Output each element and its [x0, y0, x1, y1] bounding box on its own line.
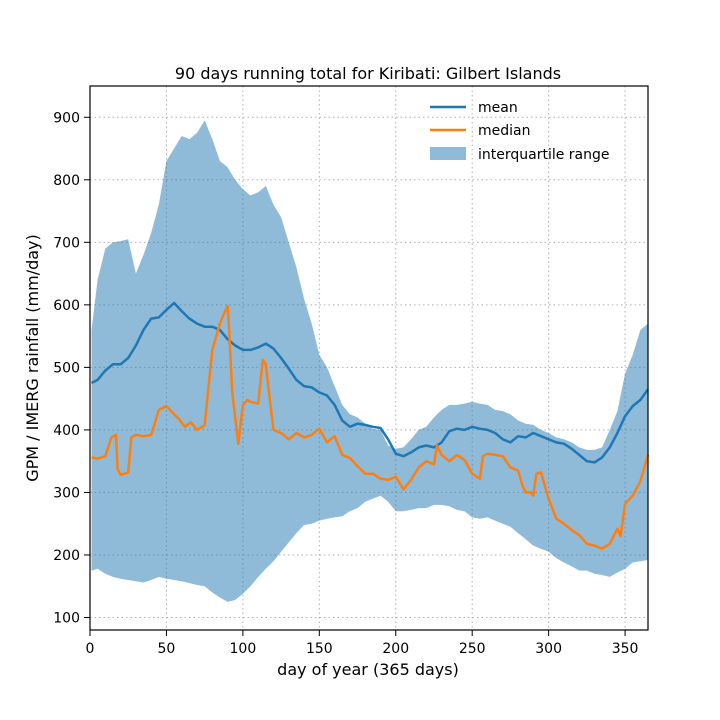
x-tick-label: 150	[306, 641, 333, 657]
y-tick-label: 200	[53, 548, 80, 564]
x-tick-label: 0	[86, 641, 95, 657]
x-axis-title: day of year (365 days)	[277, 660, 459, 679]
legend: mean median interquartile range	[430, 100, 610, 163]
mean-line	[90, 301, 650, 464]
y-tick-label: 100	[53, 610, 80, 626]
legend-iqr-swatch	[430, 147, 466, 160]
x-tick-label: 200	[382, 641, 409, 657]
plot-frame	[89, 85, 649, 631]
y-tick-label: 300	[53, 485, 80, 501]
median-line	[91, 304, 650, 550]
x-tick-label: 50	[158, 641, 176, 657]
y-tick-label: 500	[53, 360, 80, 376]
y-tick-label: 800	[53, 173, 80, 189]
x-tick-label: 250	[459, 641, 486, 657]
x-axis: 0 50 100 150 200 250 300 350	[86, 630, 639, 657]
x-tick-label: 300	[535, 641, 562, 657]
y-axis-title: GPM / IMERG rainfall (mm/day)	[23, 234, 42, 482]
x-tick-label: 100	[230, 641, 257, 657]
y-axis: 100 200 300 400 500 600 700 800 900	[53, 110, 90, 626]
legend-mean-label: mean	[478, 100, 518, 116]
x-tick-label: 350	[612, 641, 639, 657]
legend-median-label: median	[478, 123, 530, 139]
y-tick-label: 400	[53, 423, 80, 439]
y-tick-label: 600	[53, 298, 80, 314]
chart-title: 90 days running total for Kiribati: Gilb…	[175, 64, 561, 83]
y-tick-label: 900	[53, 110, 80, 126]
legend-iqr-label: interquartile range	[478, 147, 610, 163]
y-tick-label: 700	[53, 235, 80, 251]
iqr-band	[91, 120, 648, 602]
